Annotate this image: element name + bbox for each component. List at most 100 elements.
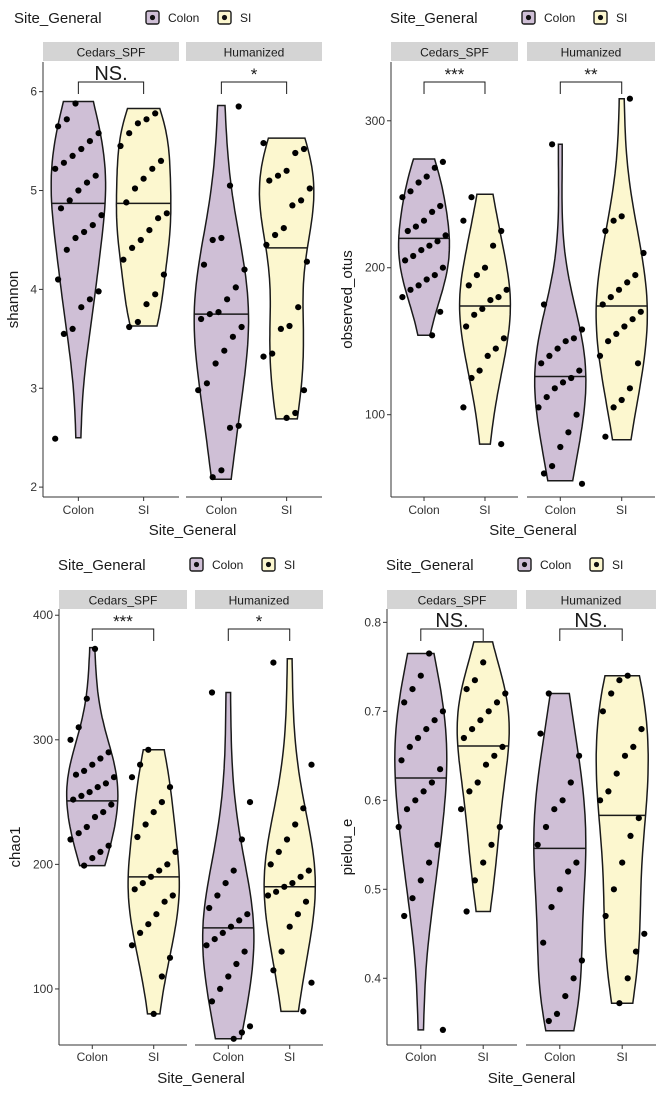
data-point bbox=[219, 929, 226, 937]
data-point bbox=[637, 308, 644, 315]
data-point bbox=[203, 380, 210, 387]
data-point bbox=[260, 140, 267, 147]
data-point bbox=[89, 761, 96, 768]
violin-colon bbox=[533, 141, 587, 487]
data-point bbox=[166, 784, 174, 791]
data-point bbox=[546, 352, 553, 359]
violin-body bbox=[263, 658, 317, 1013]
data-point bbox=[306, 185, 313, 192]
data-point bbox=[206, 904, 213, 912]
data-point bbox=[75, 187, 82, 194]
data-point bbox=[295, 304, 302, 311]
legend-title: Site_General bbox=[390, 10, 478, 27]
data-point bbox=[602, 433, 609, 440]
data-point bbox=[412, 797, 419, 804]
data-point bbox=[463, 686, 470, 693]
chart-observed_otus: Site_General Colon SI 100 200 300 observed_otu… bbox=[339, 10, 655, 539]
data-point bbox=[545, 1017, 552, 1025]
data-point bbox=[203, 942, 210, 949]
data-point bbox=[482, 761, 490, 768]
data-point bbox=[621, 323, 628, 330]
facet-strip bbox=[527, 42, 655, 61]
significance-bracket: *** bbox=[423, 65, 486, 94]
data-point bbox=[89, 855, 96, 862]
x-axis-title: Site_General bbox=[157, 1070, 245, 1087]
data-point bbox=[434, 238, 441, 245]
data-point bbox=[126, 130, 133, 137]
data-point bbox=[57, 205, 65, 212]
x-axis-title: Site_General bbox=[488, 1070, 576, 1087]
bracket-line bbox=[559, 628, 623, 641]
data-point bbox=[91, 645, 99, 653]
data-point bbox=[480, 659, 487, 666]
facet-humanized: Humanized Colon SI NS. bbox=[526, 590, 656, 1064]
significance-bracket: * bbox=[220, 65, 288, 94]
data-point bbox=[86, 296, 93, 303]
violin-colon bbox=[50, 100, 107, 442]
data-point bbox=[437, 766, 444, 773]
data-point bbox=[108, 801, 115, 808]
data-point bbox=[540, 470, 548, 477]
data-point bbox=[212, 360, 219, 367]
data-point bbox=[412, 223, 419, 230]
data-point bbox=[238, 323, 245, 331]
data-point bbox=[222, 880, 229, 887]
data-point bbox=[303, 258, 310, 265]
data-point bbox=[81, 862, 88, 869]
legend-title: Site_General bbox=[14, 10, 102, 27]
significance-label: * bbox=[256, 612, 263, 631]
data-point bbox=[426, 859, 433, 866]
violin-body bbox=[115, 107, 172, 327]
data-point bbox=[423, 173, 430, 180]
data-point bbox=[70, 796, 77, 803]
data-point bbox=[232, 284, 239, 291]
data-point bbox=[143, 301, 150, 308]
data-point bbox=[278, 948, 285, 955]
data-point bbox=[621, 752, 629, 759]
data-point bbox=[123, 199, 130, 206]
data-point bbox=[277, 325, 284, 332]
data-point bbox=[439, 708, 446, 715]
data-point bbox=[158, 973, 165, 980]
data-point bbox=[638, 726, 645, 733]
legend-key-point bbox=[193, 561, 200, 568]
data-point bbox=[551, 806, 558, 813]
legend-label-si: SI bbox=[612, 558, 623, 572]
violin-colon bbox=[533, 690, 587, 1032]
legend-key-point bbox=[597, 14, 604, 21]
y-tick-label: 300 bbox=[365, 114, 385, 128]
data-point bbox=[289, 880, 296, 887]
data-point bbox=[567, 779, 574, 786]
x-tick-label: Colon bbox=[405, 1050, 436, 1064]
data-point bbox=[89, 222, 96, 229]
data-point bbox=[485, 708, 492, 715]
facet-strip bbox=[387, 590, 517, 609]
legend-title: Site_General bbox=[386, 557, 474, 574]
data-point bbox=[63, 116, 70, 123]
significance-label: *** bbox=[113, 612, 133, 631]
data-point bbox=[308, 979, 315, 986]
data-point bbox=[238, 1029, 245, 1036]
violin-body bbox=[394, 652, 448, 1031]
data-point bbox=[429, 332, 436, 339]
facet-strip-label: Cedars_SPF bbox=[418, 594, 487, 608]
data-point bbox=[549, 463, 556, 470]
y-tick-label: 0.4 bbox=[364, 971, 381, 985]
data-point bbox=[143, 116, 150, 123]
data-point bbox=[246, 799, 254, 806]
data-point bbox=[274, 172, 282, 179]
data-point bbox=[543, 394, 550, 401]
data-point bbox=[471, 677, 478, 684]
data-point bbox=[241, 266, 248, 273]
data-point bbox=[641, 930, 648, 937]
facet-strip-label: Humanized bbox=[229, 594, 290, 608]
violin-body bbox=[397, 158, 451, 337]
data-point bbox=[275, 848, 282, 856]
y-tick-label: 2 bbox=[30, 480, 37, 494]
data-point bbox=[618, 396, 625, 404]
legend-label-si: SI bbox=[240, 11, 251, 25]
bracket-line bbox=[91, 628, 155, 641]
data-point bbox=[270, 659, 277, 666]
data-point bbox=[460, 217, 467, 224]
data-point bbox=[294, 911, 301, 918]
